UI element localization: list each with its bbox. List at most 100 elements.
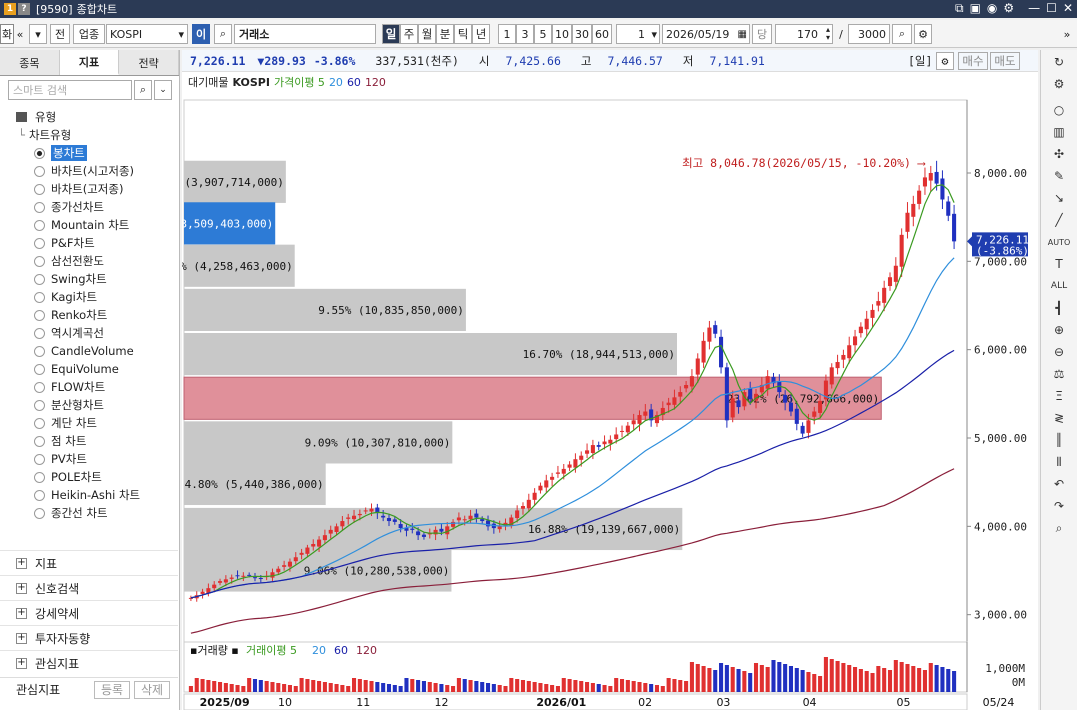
plus-icon[interactable]: + bbox=[16, 557, 27, 569]
chart-type-item[interactable]: P&F차트 bbox=[0, 234, 178, 252]
radio-icon[interactable] bbox=[34, 219, 45, 231]
crosshair-icon[interactable]: ✣ bbox=[1053, 147, 1065, 161]
chart-type-item[interactable]: 삼선전환도 bbox=[0, 252, 178, 270]
interval-button-3[interactable]: 3 bbox=[516, 24, 534, 44]
search-icon[interactable]: ⌕ bbox=[214, 24, 232, 44]
plus-icon[interactable]: + bbox=[16, 632, 27, 644]
period-tab-4[interactable]: 틱 bbox=[454, 24, 472, 44]
fibonacci-icon[interactable]: Ξ bbox=[1055, 389, 1063, 403]
total-field[interactable]: 3000 bbox=[848, 24, 890, 44]
maximize-icon[interactable]: ☐ bbox=[1046, 1, 1057, 15]
gear-icon[interactable]: ⚙ bbox=[914, 24, 932, 44]
measure-icon[interactable]: ⚖ bbox=[1053, 367, 1065, 381]
search-icon[interactable]: ⌕ bbox=[1055, 520, 1063, 535]
radio-icon[interactable] bbox=[34, 255, 45, 267]
period-tab-1[interactable]: 주 bbox=[400, 24, 418, 44]
radio-icon[interactable] bbox=[34, 507, 45, 519]
text-icon[interactable]: T bbox=[1055, 257, 1063, 271]
close-icon[interactable]: ✕ bbox=[1062, 1, 1073, 15]
delete-button[interactable]: 삭제 bbox=[134, 680, 170, 699]
save-icon[interactable]: ▣ bbox=[969, 1, 981, 15]
section-2[interactable]: + 강세약세 bbox=[0, 600, 178, 625]
chart-type-item[interactable]: Swing차트 bbox=[0, 270, 178, 288]
tab-item[interactable]: 종목 bbox=[0, 50, 60, 75]
redo-icon[interactable]: ↷ bbox=[1053, 499, 1065, 513]
zoom-in-icon[interactable]: ⊕ bbox=[1053, 323, 1065, 337]
candle-icon[interactable]: ┫ bbox=[1055, 301, 1063, 315]
unit-field[interactable]: 1 ▾ bbox=[616, 24, 660, 44]
section-3[interactable]: + 투자자동향 bbox=[0, 625, 178, 650]
chart-type-item[interactable]: 바차트(고저종) bbox=[0, 180, 178, 198]
radio-icon[interactable] bbox=[34, 399, 45, 411]
calendar-icon[interactable]: ▦ bbox=[737, 28, 747, 40]
chart-type-item[interactable]: 종가선차트 bbox=[0, 198, 178, 216]
chart-type-item[interactable]: 바차트(시고저종) bbox=[0, 162, 178, 180]
price-chart[interactable]: 3.45% (3,907,714,000) 3.09% (3,509,403,00… bbox=[182, 72, 1038, 710]
minimize-icon[interactable]: — bbox=[1028, 1, 1041, 15]
interval-button-60[interactable]: 60 bbox=[592, 24, 612, 44]
plus-icon[interactable]: + bbox=[16, 657, 27, 669]
period-tab-0[interactable]: 일 bbox=[382, 24, 400, 44]
interval-button-5[interactable]: 5 bbox=[534, 24, 552, 44]
section-1[interactable]: + 신호검색 bbox=[0, 575, 178, 600]
radio-icon[interactable] bbox=[34, 345, 45, 357]
period-tab-5[interactable]: 년 bbox=[472, 24, 490, 44]
count-stepper[interactable]: 170 ▴ ▾ bbox=[775, 24, 833, 44]
grid-icon[interactable]: ║ bbox=[1055, 433, 1063, 447]
radio-icon[interactable] bbox=[34, 147, 45, 159]
help-icon[interactable]: ? bbox=[18, 3, 30, 15]
section-0[interactable]: + 지표 bbox=[0, 550, 178, 575]
bar-chart-icon[interactable]: ▥ bbox=[1053, 125, 1065, 139]
chart-type-item[interactable]: 점 차트 bbox=[0, 432, 178, 450]
chart-area[interactable]: 7,226.11 ▼289.93 -3.86% 337,531(천주) 시 7,… bbox=[182, 50, 1038, 710]
date-field[interactable]: 2026/05/19 ▦ bbox=[662, 24, 750, 44]
chart-settings-icon[interactable]: ⚙ bbox=[936, 51, 954, 70]
plus-icon[interactable]: + bbox=[16, 582, 27, 594]
smart-search-input[interactable]: 스마트 검색 bbox=[8, 80, 132, 100]
chart-type-folder[interactable]: └ 차트유형 bbox=[0, 126, 178, 144]
period-tab-3[interactable]: 분 bbox=[436, 24, 454, 44]
radio-icon[interactable] bbox=[34, 273, 45, 285]
tab-indicator[interactable]: 지표 bbox=[59, 50, 120, 75]
zoom-icon[interactable]: ⌕ bbox=[892, 24, 912, 44]
chart-type-item[interactable]: Renko차트 bbox=[0, 306, 178, 324]
gear-icon[interactable]: ⚙ bbox=[1053, 77, 1065, 91]
interval-button-1[interactable]: 1 bbox=[498, 24, 516, 44]
radio-icon[interactable] bbox=[34, 327, 45, 339]
type-folder[interactable]: 유형 bbox=[0, 108, 178, 126]
plus-icon[interactable]: + bbox=[16, 607, 27, 619]
radio-icon[interactable] bbox=[34, 309, 45, 321]
radio-icon[interactable] bbox=[34, 291, 45, 303]
link-icon[interactable]: ⧉ bbox=[955, 1, 964, 15]
dropdown-icon[interactable]: ▾ bbox=[29, 24, 47, 44]
chart-type-item[interactable]: POLE차트 bbox=[0, 468, 178, 486]
all-icon[interactable]: ALL bbox=[1050, 281, 1068, 291]
chart-type-item[interactable]: 분산형차트 bbox=[0, 396, 178, 414]
chart-type-item[interactable]: 역시계곡선 bbox=[0, 324, 178, 342]
chart-type-item[interactable]: CandleVolume bbox=[0, 342, 178, 360]
interval-button-10[interactable]: 10 bbox=[552, 24, 572, 44]
radio-icon[interactable] bbox=[34, 381, 45, 393]
chart-type-item[interactable]: 종간선 차트 bbox=[0, 504, 178, 522]
code-icon[interactable]: 이 bbox=[192, 24, 210, 44]
radio-icon[interactable] bbox=[34, 183, 45, 195]
register-button[interactable]: 등록 bbox=[94, 680, 130, 699]
more-icon[interactable]: » bbox=[1063, 27, 1071, 41]
chart-type-item[interactable]: 봉차트 bbox=[0, 144, 178, 162]
refresh-icon[interactable]: ↻ bbox=[1053, 55, 1065, 69]
search-icon[interactable]: ⌕ bbox=[134, 80, 152, 100]
period-tab-2[interactable]: 월 bbox=[418, 24, 436, 44]
sector-button[interactable]: 업종 bbox=[73, 24, 105, 44]
line-icon[interactable]: ╱ bbox=[1055, 213, 1063, 227]
all-button[interactable]: 전 bbox=[50, 24, 70, 44]
screen-button[interactable]: 화 bbox=[0, 24, 14, 44]
radio-icon[interactable] bbox=[34, 201, 45, 213]
radio-icon[interactable] bbox=[34, 165, 45, 177]
radio-icon[interactable] bbox=[34, 363, 45, 375]
chart-type-item[interactable]: Kagi차트 bbox=[0, 288, 178, 306]
radio-icon[interactable] bbox=[34, 417, 45, 429]
back-icon[interactable]: « bbox=[16, 27, 24, 41]
sell-button[interactable]: 매도 bbox=[990, 51, 1020, 70]
radio-icon[interactable] bbox=[34, 471, 45, 483]
radio-icon[interactable] bbox=[34, 453, 45, 465]
